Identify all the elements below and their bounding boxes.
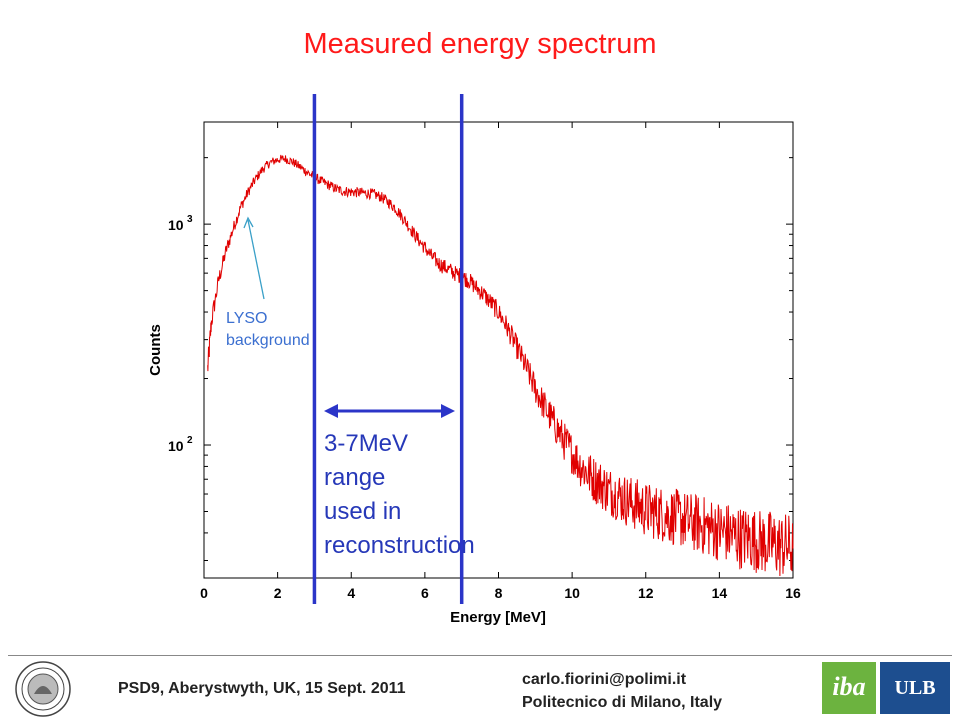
x-tick-label: 0 <box>200 585 208 601</box>
range-arrowhead-left <box>324 404 338 418</box>
range-label-line3: used in <box>324 498 402 525</box>
range-label-line1: 3-7MeV <box>324 430 409 457</box>
x-tick-label: 8 <box>495 585 503 601</box>
contact-affiliation: Politecnico di Milano, Italy <box>522 694 723 711</box>
y-tick-label-exponent: 2 <box>187 435 193 446</box>
footer-divider <box>8 655 952 656</box>
spectrum-series <box>207 154 794 577</box>
x-tick-label: 16 <box>785 585 801 601</box>
range-annotation: 3-7MeV range used in reconstruction <box>324 427 475 563</box>
slide-title: Measured energy spectrum <box>303 28 657 60</box>
plot-frame <box>203 121 794 579</box>
x-tick-label: 2 <box>274 585 282 601</box>
contact-block: carlo.fiorini@polimi.it Politecnico di M… <box>522 668 722 714</box>
ulb-logo: ULB <box>880 662 950 714</box>
range-markers <box>312 94 464 604</box>
contact-email: carlo.fiorini@polimi.it <box>522 671 687 688</box>
y-tick-label-exponent: 3 <box>187 214 193 225</box>
x-tick-label: 4 <box>347 585 355 601</box>
lyso-annotation: LYSO background <box>226 308 310 352</box>
y-tick-label: 10 <box>168 438 184 454</box>
lyso-label-line1: LYSO <box>226 310 268 327</box>
iba-logo: iba <box>822 662 876 714</box>
x-axis-label: Energy [MeV] <box>450 609 546 626</box>
range-label-line2: range <box>324 464 386 491</box>
x-tick-label: 6 <box>421 585 429 601</box>
x-tick-label: 12 <box>638 585 654 601</box>
lyso-arrow <box>247 219 265 300</box>
range-label-line4: reconstruction <box>324 532 475 559</box>
lyso-label-line2: background <box>226 332 310 349</box>
x-tick-label: 14 <box>712 585 728 601</box>
politecnico-seal-logo <box>15 661 71 717</box>
range-arrowhead-right <box>441 404 455 418</box>
y-tick-label: 10 <box>168 217 184 233</box>
lyso-arrowhead <box>243 216 254 229</box>
conference-label: PSD9, Aberystwyth, UK, 15 Sept. 2011 <box>118 680 406 697</box>
y-axis-label: Counts <box>147 324 164 376</box>
x-tick-label: 10 <box>564 585 580 601</box>
